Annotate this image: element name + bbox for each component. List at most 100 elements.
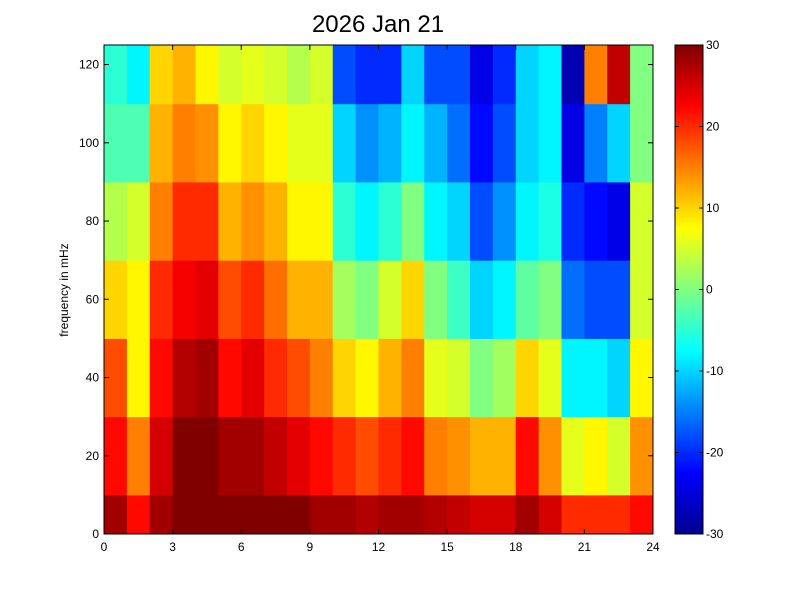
heatmap-cell	[584, 494, 608, 535]
heatmap-cell	[538, 103, 562, 183]
heatmap-cell	[424, 103, 448, 183]
heatmap-cell	[401, 103, 425, 183]
heatmap-cell	[218, 494, 242, 535]
x-tick-label: 15	[440, 540, 454, 554]
heatmap-cell	[241, 181, 265, 261]
heatmap-cell	[470, 416, 494, 496]
heatmap-cell	[195, 181, 219, 261]
x-axis: 0 3 6 9 12 15 18 21 24	[101, 45, 660, 554]
heatmap-cell	[538, 416, 562, 496]
heatmap-cell	[126, 260, 151, 339]
heatmap-cell	[538, 338, 562, 418]
heatmap-cell	[218, 103, 242, 183]
heatmap-cell	[287, 103, 311, 183]
heatmap-cell	[561, 103, 585, 183]
heatmap-cell	[195, 338, 219, 418]
heatmap-cell	[515, 416, 540, 496]
heatmap-cell	[584, 181, 608, 261]
heatmap-cell	[630, 416, 654, 496]
y-tick-label: 80	[86, 214, 100, 228]
heatmap-cell	[470, 103, 494, 183]
heatmap-cell	[309, 181, 334, 261]
y-tick-label: 120	[79, 58, 99, 72]
heatmap-cell	[332, 181, 357, 261]
heatmap-cell	[538, 181, 562, 261]
heatmap-cell	[309, 416, 334, 496]
heatmap-cell	[149, 338, 174, 418]
colorbar-axis: -30 -20 -10 0 10 20 30	[675, 38, 724, 541]
heatmap-cell	[332, 416, 357, 496]
heatmap-cell	[538, 260, 562, 339]
heatmap-cell	[561, 416, 585, 496]
heatmap-cell	[447, 494, 471, 535]
heatmap-cell	[584, 45, 608, 105]
colorbar-tick-label: -20	[706, 446, 724, 460]
heatmap-cell	[104, 260, 128, 339]
heatmap-cell	[332, 103, 357, 183]
heatmap-cell	[424, 45, 448, 105]
heatmap-cell	[355, 416, 379, 496]
heatmap-cell	[332, 260, 357, 339]
heatmap-cell	[126, 338, 151, 418]
colorbar-tick-label: 30	[706, 38, 720, 52]
heatmap-cell	[195, 45, 219, 105]
heatmap-cell	[287, 181, 311, 261]
heatmap-cell	[447, 45, 471, 105]
x-tick-label: 6	[238, 540, 245, 554]
heatmap-cell	[538, 45, 562, 105]
heatmap-cell	[126, 416, 151, 496]
heatmap-cell	[355, 338, 379, 418]
heatmap-cell	[470, 45, 494, 105]
heatmap-cell	[195, 416, 219, 496]
y-tick-label: 20	[86, 449, 100, 463]
heatmap-cell	[195, 260, 219, 339]
heatmap-cell	[607, 260, 631, 339]
heatmap-cell	[561, 494, 585, 535]
heatmap-cell	[378, 416, 402, 496]
heatmap-cell	[401, 338, 425, 418]
heatmap-cell	[264, 181, 288, 261]
y-tick-label: 0	[92, 527, 99, 541]
heatmap-cell	[355, 260, 379, 339]
y-axis: 0 20 40 60 80 100 120	[79, 58, 653, 541]
heatmap-cell	[104, 338, 128, 418]
heatmap-cell	[607, 103, 631, 183]
heatmap-cell	[104, 103, 128, 183]
heatmap-cell	[561, 338, 585, 418]
heatmap-cell	[515, 103, 540, 183]
heatmap-cell	[470, 494, 494, 535]
heatmap-cell	[538, 494, 562, 535]
heatmap-cell	[424, 494, 448, 535]
heatmap-cell	[287, 45, 311, 105]
y-tick-label: 60	[86, 292, 100, 306]
heatmap-cell	[470, 338, 494, 418]
heatmap-cell	[561, 45, 585, 105]
x-tick-label: 3	[169, 540, 176, 554]
heatmap-cell	[104, 494, 128, 535]
heatmap-cell	[264, 338, 288, 418]
heatmap-cell	[401, 45, 425, 105]
heatmap-cell	[104, 45, 128, 105]
heatmap-cell	[287, 494, 311, 535]
heatmap-cell	[607, 494, 631, 535]
heatmap-cell	[264, 416, 288, 496]
heatmap-cell	[607, 416, 631, 496]
heatmap-cell	[126, 494, 151, 535]
heatmap-cell	[515, 181, 540, 261]
heatmap-cell	[584, 260, 608, 339]
heatmap-cell	[241, 103, 265, 183]
heatmap-cell	[515, 45, 540, 105]
heatmap-cell	[218, 338, 242, 418]
heatmap-cell	[241, 45, 265, 105]
heatmap-cell	[172, 416, 196, 496]
heatmap-cell	[492, 181, 517, 261]
heatmap-cell	[515, 260, 540, 339]
heatmap-cell	[401, 494, 425, 535]
colorbar-tick-label: 10	[706, 201, 720, 215]
heatmap-cell	[172, 494, 196, 535]
heatmap-cell	[447, 416, 471, 496]
heatmap-cell	[264, 494, 288, 535]
heatmap-cell	[332, 494, 357, 535]
heatmap-cells	[104, 45, 654, 535]
